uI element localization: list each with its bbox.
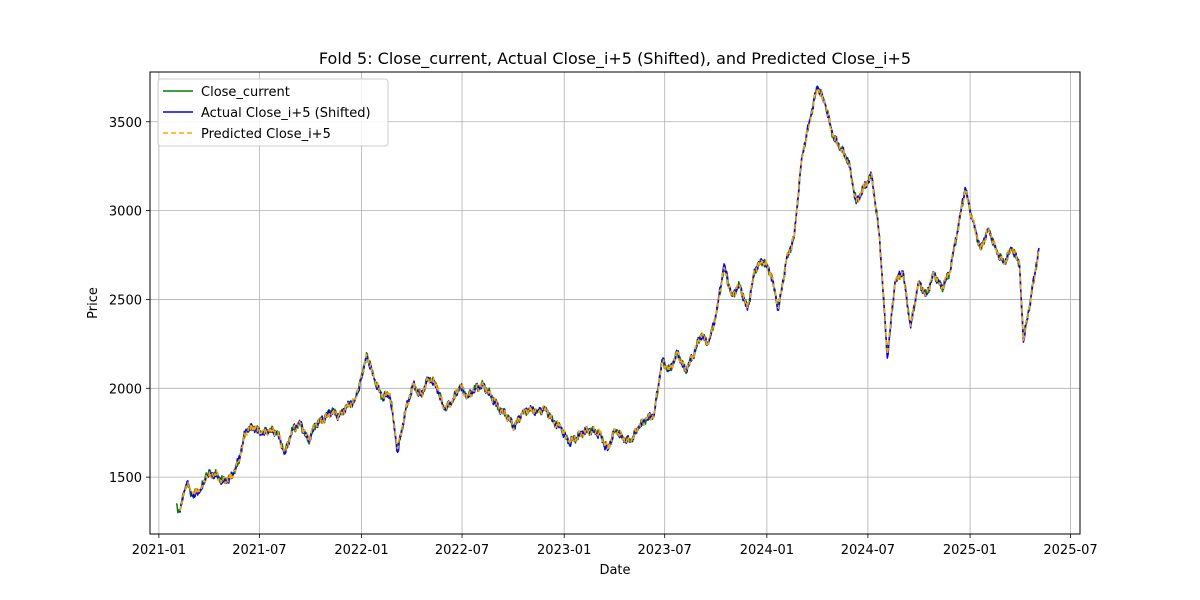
x-axis-title: Date: [599, 563, 630, 578]
legend-label: Actual Close_i+5 (Shifted): [201, 106, 371, 121]
legend: Close_current Actual Close_i+5 (Shifted) P…: [157, 78, 389, 147]
legend-label: Predicted Close_i+5: [201, 127, 331, 142]
series-group: [175, 85, 1040, 514]
chart-title: Fold 5: Close_current, Actual Close_i+5 …: [319, 49, 911, 69]
x-tick-label: 2025-07: [1043, 543, 1097, 558]
x-tick-label: 2025-01: [943, 543, 997, 558]
x-tick-label: 2021-01: [132, 543, 186, 558]
x-tick-label: 2024-07: [841, 543, 895, 558]
x-tick-label: 2022-01: [334, 543, 388, 558]
x-tick-label: 2021-07: [232, 543, 286, 558]
x-tick-label: 2023-07: [638, 543, 692, 558]
y-tick-label: 3500: [109, 116, 142, 131]
legend-box: [157, 78, 389, 147]
y-tick-label: 1500: [109, 471, 142, 486]
plot-frame: [149, 71, 1081, 535]
series-line-2: [179, 87, 1040, 511]
x-tick-label: 2024-01: [740, 543, 794, 558]
y-tick-label: 3000: [109, 205, 142, 220]
y-axis-title: Price: [86, 287, 101, 319]
axis-ticks: 2021-01 2021-07 2022-01 2022-07 2023-01 2023-…: [109, 116, 1098, 558]
y-tick-label: 2000: [109, 382, 142, 397]
x-tick-label: 2023-01: [537, 543, 591, 558]
legend-label: Close_current: [201, 85, 290, 100]
y-tick-label: 2500: [109, 293, 142, 308]
x-tick-label: 2022-07: [435, 543, 489, 558]
plot-area: [150, 72, 1080, 534]
